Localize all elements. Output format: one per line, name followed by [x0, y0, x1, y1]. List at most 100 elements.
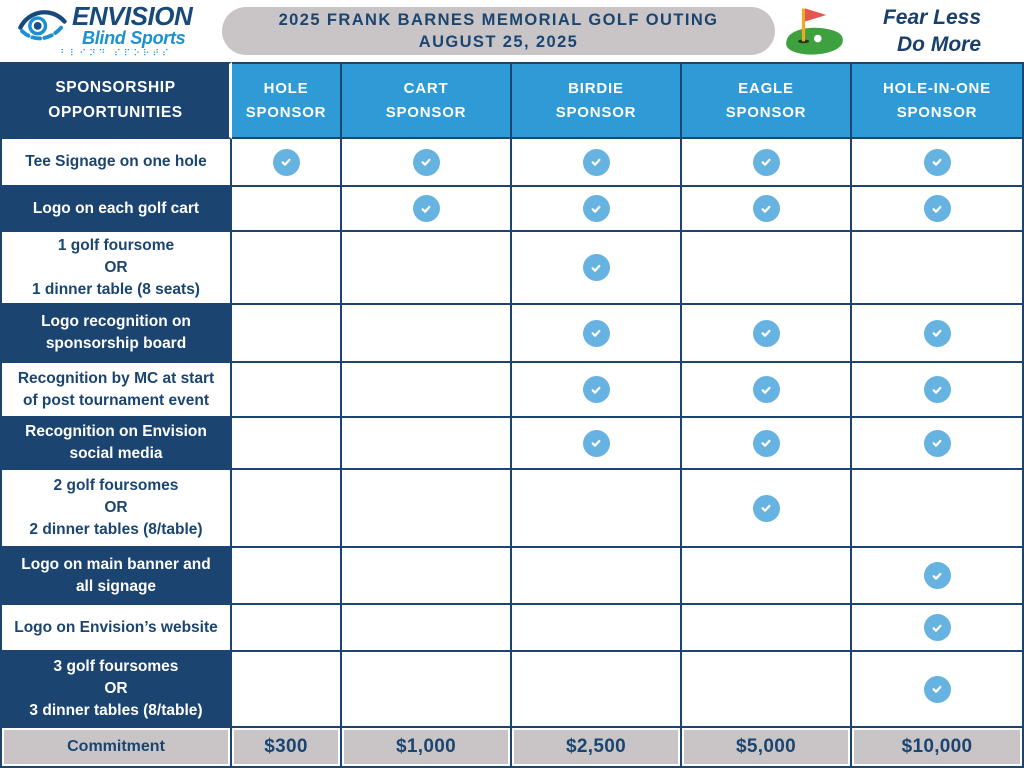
row-label: Logo recognition on sponsorship board — [0, 305, 232, 363]
check-cell-birdie — [512, 232, 682, 305]
row-label: Tee Signage on one hole — [0, 139, 232, 187]
commitment-row: Commitment $300 $1,000 $2,500 $5,000 $10,000 — [0, 728, 1024, 768]
check-icon — [582, 254, 610, 281]
column-header-text: BIRDIE — [568, 80, 624, 98]
check-icon — [923, 614, 951, 641]
check-cell-hole — [232, 418, 342, 470]
row-label: Logo on Envision’s website — [0, 605, 232, 652]
check-cell-cart — [342, 548, 512, 605]
column-header-hole-in-one: HOLE-IN-ONE SPONSOR — [852, 62, 1024, 139]
commitment-value: $300 — [232, 728, 342, 768]
check-icon — [582, 148, 610, 176]
check-cell-birdie — [512, 187, 682, 232]
row-label-line: OR — [104, 680, 128, 697]
check-icon — [923, 195, 951, 222]
row-label-line: 3 golf foursomes — [53, 658, 179, 675]
row-label: Logo on each golf cart — [0, 187, 232, 232]
column-header-text: EAGLE — [738, 80, 794, 98]
table-row: Tee Signage on one hole — [0, 139, 1024, 187]
row-label-line: Tee Signage on one hole — [25, 153, 207, 170]
check-cell-eagle — [682, 305, 852, 363]
column-header-eagle: EAGLE SPONSOR — [682, 62, 852, 139]
check-cell-hole-in-one — [852, 139, 1024, 187]
check-cell-eagle — [682, 470, 852, 548]
table-row: 3 golf foursomes OR 3 dinner tables (8/tab… — [0, 652, 1024, 728]
check-cell-birdie — [512, 470, 682, 548]
table-row: 1 golf foursome OR 1 dinner table (8 seats… — [0, 232, 1024, 305]
logo-subtitle: Blind Sports — [82, 28, 186, 48]
row-label-line: Logo on each golf cart — [32, 199, 200, 217]
sponsorship-table: SPONSORSHIP OPPORTUNITIES HOLE SPONSOR CAR… — [0, 62, 1024, 768]
column-header-text: SPONSOR — [555, 103, 637, 121]
column-header-birdie: BIRDIE SPONSOR — [512, 62, 682, 139]
check-cell-birdie — [512, 548, 682, 605]
commitment-value: $10,000 — [852, 728, 1024, 768]
row-label-line: 2 golf foursomes — [53, 477, 179, 494]
logo-lockup: ENVISION Blind Sports — [16, 3, 216, 47]
check-icon — [272, 148, 300, 176]
check-cell-hole — [232, 470, 342, 548]
row-label-line: 1 golf foursome — [57, 236, 175, 254]
row-label: 1 golf foursome OR 1 dinner table (8 seats… — [0, 232, 232, 305]
commitment-label: Commitment — [0, 728, 232, 768]
column-header-text: HOLE-IN-ONE — [883, 80, 991, 98]
row-label-line: OR — [104, 258, 128, 276]
check-cell-hole — [232, 139, 342, 187]
row-label-line: social media — [69, 445, 163, 462]
column-header-text: SPONSOR — [725, 103, 807, 121]
row-label-line: 3 dinner tables (8/table) — [29, 702, 203, 719]
row-label: Recognition by MC at start of post tourna… — [0, 363, 232, 418]
row-label: 3 golf foursomes OR 3 dinner tables (8/tab… — [0, 652, 232, 728]
check-cell-hole-in-one — [852, 548, 1024, 605]
check-cell-cart — [342, 470, 512, 548]
tagline-line2: Do More — [897, 33, 981, 56]
envision-logo: ENVISION Blind Sports ⠃⠇⠊⠝⠙ ⠎⠏⠕⠗⠞⠎ — [16, 3, 216, 59]
row-label-line: all signage — [75, 577, 157, 595]
column-header-text: SPONSOR — [896, 103, 978, 121]
row-label: Logo on main banner and all signage — [0, 548, 232, 605]
check-icon — [752, 494, 780, 522]
tagline-line1: Fear Less — [882, 5, 982, 29]
check-icon — [752, 319, 780, 347]
check-icon — [752, 429, 780, 457]
check-cell-hole — [232, 363, 342, 418]
tagline: Fear Less Do More — [852, 4, 1012, 59]
check-cell-hole — [232, 548, 342, 605]
table-row: Logo recognition on sponsorship board — [0, 305, 1024, 363]
column-header-text: SPONSOR — [245, 103, 327, 121]
check-cell-hole — [232, 305, 342, 363]
table-row: Logo on Envision’s website — [0, 605, 1024, 652]
column-header-text: SPONSOR — [385, 103, 467, 121]
check-cell-cart — [342, 187, 512, 232]
check-cell-hole — [232, 652, 342, 728]
row-label-line: Logo on main banner and — [21, 555, 211, 573]
commitment-value: $2,500 — [512, 728, 682, 768]
table-row: Recognition by MC at start of post tourna… — [0, 363, 1024, 418]
logo-braille: ⠃⠇⠊⠝⠙ ⠎⠏⠕⠗⠞⠎ — [60, 49, 172, 59]
corner-header: SPONSORSHIP OPPORTUNITIES — [0, 62, 232, 139]
table-header-row: SPONSORSHIP OPPORTUNITIES HOLE SPONSOR CAR… — [0, 62, 1024, 139]
table-row: Recognition on Envision social media — [0, 418, 1024, 470]
check-icon — [582, 376, 610, 403]
check-cell-cart — [342, 232, 512, 305]
check-cell-birdie — [512, 363, 682, 418]
check-cell-eagle — [682, 187, 852, 232]
row-label-line: 2 dinner tables (8/table) — [29, 521, 203, 538]
check-cell-cart — [342, 139, 512, 187]
check-icon — [923, 562, 951, 589]
golf-icon-area — [775, 4, 852, 58]
row-label-line: OR — [104, 499, 128, 516]
row-label: 2 golf foursomes OR 2 dinner tables (8/tab… — [0, 470, 232, 548]
row-label-line: sponsorship board — [45, 335, 187, 352]
check-icon — [923, 376, 951, 403]
commitment-value: $1,000 — [342, 728, 512, 768]
row-label-line: of post tournament event — [22, 391, 209, 409]
check-icon — [412, 148, 440, 176]
check-icon — [582, 429, 610, 457]
check-cell-birdie — [512, 605, 682, 652]
check-cell-birdie — [512, 139, 682, 187]
corner-header-line2: OPPORTUNITIES — [48, 103, 183, 121]
check-icon — [752, 376, 780, 403]
golf-green-icon — [785, 8, 843, 55]
